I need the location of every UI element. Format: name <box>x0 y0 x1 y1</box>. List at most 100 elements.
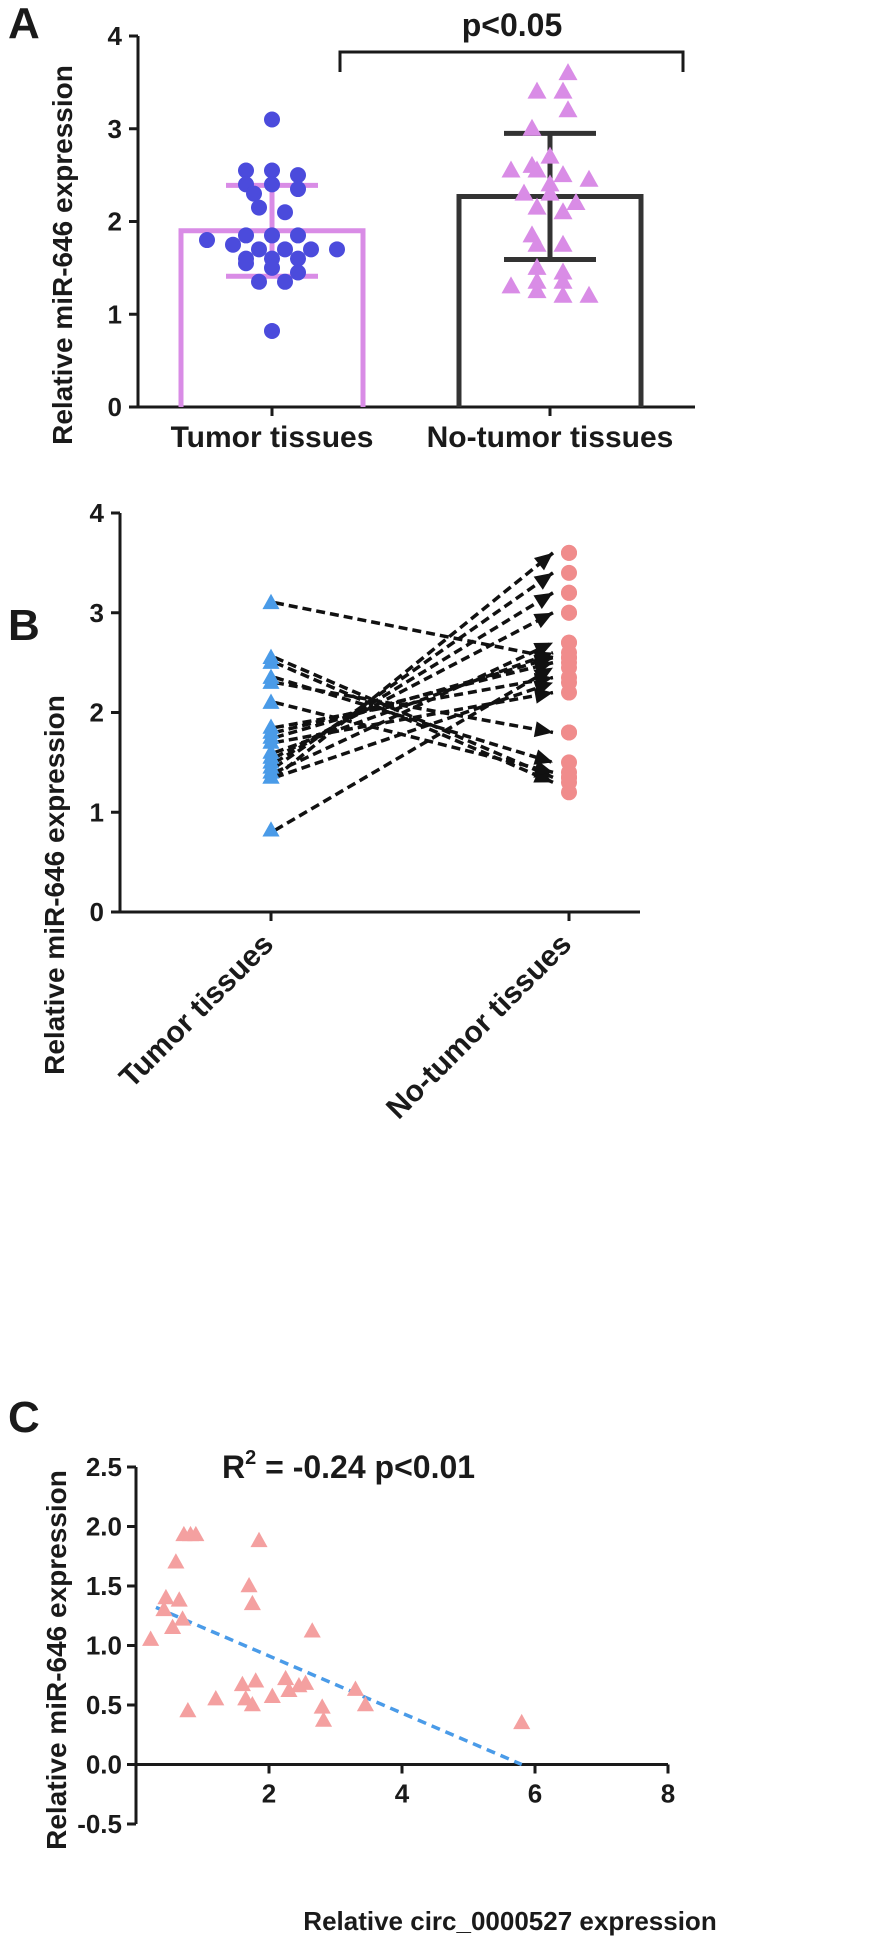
x-tick-label: 8 <box>661 1779 675 1809</box>
no-tumor-point <box>561 659 577 676</box>
panel-a-significance: p<0.05 <box>338 7 685 72</box>
pair-line <box>274 680 554 735</box>
x-tick-label: 4 <box>395 1779 410 1809</box>
y-tick-label: 2 <box>108 207 122 237</box>
data-point <box>566 192 586 210</box>
no-tumor-point <box>561 634 577 651</box>
data-point <box>157 1588 175 1605</box>
data-point <box>174 1610 192 1626</box>
arrow-head <box>533 612 553 629</box>
data-point <box>251 241 267 258</box>
data-point <box>553 234 573 252</box>
data-point <box>303 1622 321 1638</box>
data-point <box>155 1600 173 1617</box>
data-point <box>579 285 599 303</box>
data-point <box>251 199 267 216</box>
y-tick-label: 0 <box>108 392 122 422</box>
no-tumor-point <box>561 564 577 581</box>
data-point <box>277 1669 295 1686</box>
data-point <box>246 185 262 202</box>
panel-a-y-axis-label: Relative miR-646 expression <box>47 65 78 445</box>
pair-line <box>274 591 554 764</box>
data-point <box>277 273 293 290</box>
pair-line <box>273 551 555 779</box>
y-tick-label: 3 <box>90 598 104 628</box>
pair-line <box>274 656 554 779</box>
y-tick-label: 0.0 <box>86 1750 122 1780</box>
data-point <box>290 167 306 184</box>
data-point <box>170 1591 188 1607</box>
data-point <box>277 204 293 221</box>
panel-c: C Relative miR-646 expression Relative c… <box>8 1393 717 1936</box>
panel-c-points <box>142 1525 531 1730</box>
no-tumor-point <box>561 769 577 786</box>
no-tumor-point <box>561 724 577 741</box>
y-tick-label: 3 <box>108 114 122 144</box>
data-point <box>240 1577 258 1593</box>
annotation-superscript: 2 <box>245 1447 256 1469</box>
y-tick-label: 2.5 <box>86 1452 122 1482</box>
data-point <box>527 234 547 252</box>
panel-b-axes: 0 1 2 3 4 Tumor tissues No-tumor tissues <box>90 498 640 1125</box>
data-point <box>264 259 280 276</box>
no-tumor-point <box>561 604 577 621</box>
no-tumor-point <box>561 544 577 561</box>
annotation-text: = -0.24 p<0.01 <box>256 1449 475 1485</box>
pair-line <box>274 700 554 775</box>
x-tick-label: No-tumor tissues <box>380 928 578 1126</box>
x-tick-label: Tumor tissues <box>113 928 280 1095</box>
panel-c-fit-line <box>155 1605 523 1767</box>
no-tumor-point <box>561 674 577 691</box>
data-point <box>238 227 254 244</box>
data-point <box>250 1531 268 1548</box>
y-tick-label: 1.5 <box>86 1571 122 1601</box>
data-point <box>558 100 578 118</box>
panel-c-x-axis-label: Relative circ_0000527 expression <box>303 1906 716 1936</box>
y-tick-label: 1 <box>90 797 104 827</box>
panel-b-points <box>262 544 577 837</box>
panel-b-letter: B <box>8 601 40 650</box>
tumor-point <box>262 673 280 689</box>
data-point <box>142 1630 160 1646</box>
data-point <box>247 1672 265 1688</box>
significance-label: p<0.05 <box>462 7 563 43</box>
data-point <box>553 81 573 99</box>
data-point <box>314 1711 333 1727</box>
y-tick-label: 1 <box>108 299 122 329</box>
data-point <box>553 271 573 289</box>
arrow-head <box>533 680 553 696</box>
pair-line <box>274 666 554 832</box>
pair-line <box>274 641 554 774</box>
data-point <box>225 236 241 253</box>
panel-a-points <box>199 63 599 339</box>
data-point <box>164 1618 182 1634</box>
data-point <box>264 111 280 128</box>
y-tick-label: 0 <box>90 897 104 927</box>
data-point <box>329 241 345 258</box>
data-point <box>527 81 547 99</box>
data-point <box>264 162 280 179</box>
x-tick-label: 2 <box>262 1779 276 1809</box>
no-tumor-point <box>561 584 577 601</box>
arrow-head <box>533 667 553 684</box>
data-point <box>199 232 215 249</box>
data-point <box>501 276 521 294</box>
data-point <box>527 281 547 299</box>
tumor-point <box>262 821 280 837</box>
data-point <box>290 227 306 244</box>
data-point <box>264 227 280 244</box>
data-point <box>540 183 560 201</box>
arrow-head <box>533 642 553 658</box>
data-point <box>207 1690 225 1706</box>
data-point <box>558 63 578 81</box>
data-point <box>553 202 573 220</box>
data-point <box>553 285 573 303</box>
no-tumor-point <box>561 784 577 801</box>
x-tick-label: Tumor tissues <box>171 421 374 454</box>
data-point <box>553 262 573 280</box>
data-point <box>243 1696 261 1712</box>
data-point <box>243 1594 261 1611</box>
panel-a-letter: A <box>8 0 40 48</box>
significance-bracket <box>338 50 685 72</box>
tumor-point <box>262 733 280 749</box>
